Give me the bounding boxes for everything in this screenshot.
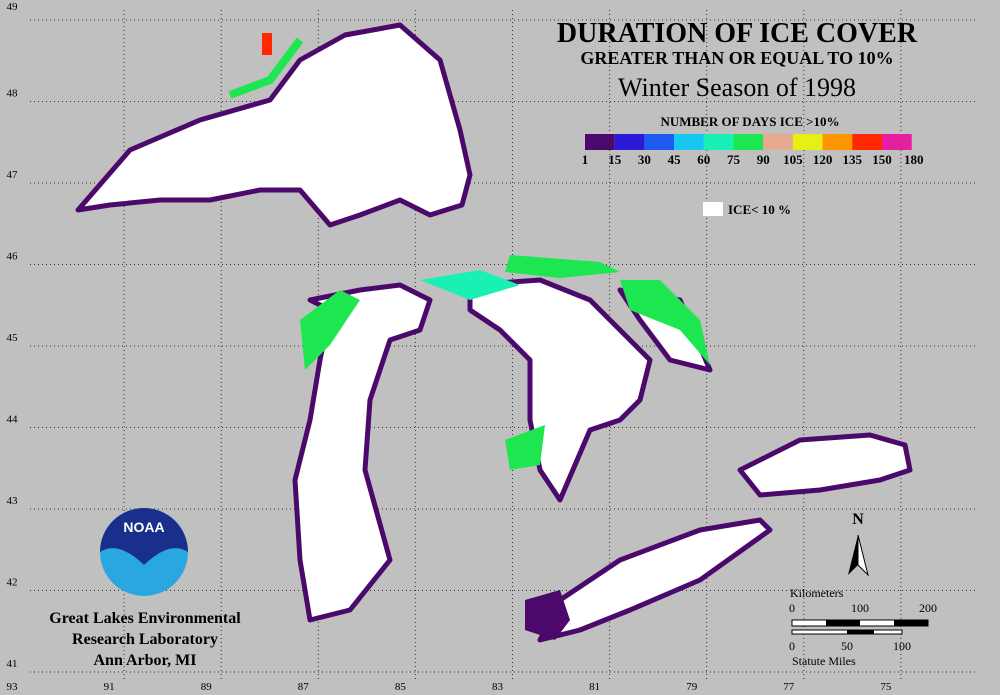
ice-western-erie [525, 590, 570, 640]
legend-swatch [674, 134, 704, 150]
lab-location: Ann Arbor, MI [94, 652, 197, 669]
scale-mi-label: 100 [893, 639, 911, 653]
ice-green-bay [300, 290, 360, 370]
legend-swatch [703, 134, 734, 150]
legend-swatch [822, 134, 853, 150]
legend-label: 45 [668, 152, 682, 167]
lon-label: 91 [104, 681, 115, 693]
legend-label: 120 [813, 152, 833, 167]
legend-label: 30 [638, 152, 651, 167]
legend-label: 60 [697, 152, 710, 167]
legend-label: 1 [582, 152, 589, 167]
lat-label: 49 [7, 1, 19, 13]
legend: 1 15 30 45 60 75 90 105 120 135 150 180 [582, 134, 924, 167]
subtitle: GREATER THAN OR EQUAL TO 10% [580, 48, 893, 68]
lake-huron [467, 277, 653, 503]
ice-georgian [620, 280, 710, 365]
lat-label: 42 [7, 577, 18, 589]
north-arrow [848, 535, 858, 575]
legend-swatch [792, 134, 823, 150]
legend-label: 75 [727, 152, 741, 167]
lake-erie [537, 517, 773, 643]
lat-label: 48 [7, 88, 19, 100]
legend-label: 135 [843, 152, 863, 167]
season: Winter Season of 1998 [618, 73, 856, 102]
legend-label: 180 [904, 152, 924, 167]
lat-label: 45 [7, 332, 19, 344]
legend-title: NUMBER OF DAYS ICE >10% [660, 114, 839, 129]
legend-label: 150 [872, 152, 892, 167]
lon-label: 79 [686, 681, 698, 693]
lon-label: 89 [201, 681, 213, 693]
legend-swatch [763, 134, 793, 150]
no-ice-label: ICE< 10 % [728, 202, 791, 217]
lake-ontario [737, 432, 913, 498]
lat-label: 47 [7, 169, 19, 181]
ice-north-channel [505, 255, 620, 278]
lon-label: 85 [395, 681, 407, 693]
scale-km-title: Kilometers [790, 586, 844, 600]
scale-km-label: 200 [919, 601, 937, 615]
lat-label: 43 [7, 495, 19, 507]
lakes [75, 22, 913, 643]
north-arrow [857, 534, 869, 577]
lon-label: 93 [7, 681, 19, 693]
lon-label: 87 [298, 681, 310, 693]
legend-swatch [852, 134, 882, 150]
lon-label: 75 [880, 681, 892, 693]
scale-km-label: 0 [789, 601, 795, 615]
lon-label: 81 [589, 681, 600, 693]
legend-swatch [733, 134, 764, 150]
lab-name: Research Laboratory [72, 631, 218, 648]
ice-spot [262, 33, 272, 55]
scale-bar [791, 619, 929, 635]
north-label: N [852, 511, 864, 528]
lab-name: Great Lakes Environmental [49, 610, 241, 627]
scale-mi-label: 50 [841, 639, 853, 653]
lat-label: 41 [7, 658, 18, 670]
lat-label: 46 [7, 251, 19, 263]
lake-michigan [292, 282, 433, 623]
legend-label: 15 [608, 152, 622, 167]
lon-label: 83 [492, 681, 504, 693]
scale-km-label: 100 [851, 601, 869, 615]
scale-mi-title: Statute Miles [792, 654, 856, 668]
ice-saginaw [505, 425, 545, 470]
ice-straits [420, 270, 520, 300]
legend-swatch [882, 134, 912, 150]
lat-label: 44 [7, 414, 19, 426]
legend-label: 90 [757, 152, 770, 167]
lon-label: 77 [783, 681, 795, 693]
lake-superior [75, 22, 473, 228]
legend-swatch [585, 134, 615, 150]
scale-mi-label: 0 [789, 639, 795, 653]
noaa-logo: NOAA [100, 508, 188, 596]
ice-fringe [228, 37, 304, 99]
graticule: 49 48 47 46 45 44 43 42 41 93 91 89 87 85 83 81 79 77 75 [7, 1, 975, 693]
logo-text: NOAA [123, 519, 164, 535]
title: DURATION OF ICE COVER [557, 18, 918, 49]
legend-label: 105 [783, 152, 803, 167]
legend-swatch [644, 134, 675, 150]
no-ice-swatch [703, 202, 723, 216]
legend-swatch [614, 134, 645, 150]
